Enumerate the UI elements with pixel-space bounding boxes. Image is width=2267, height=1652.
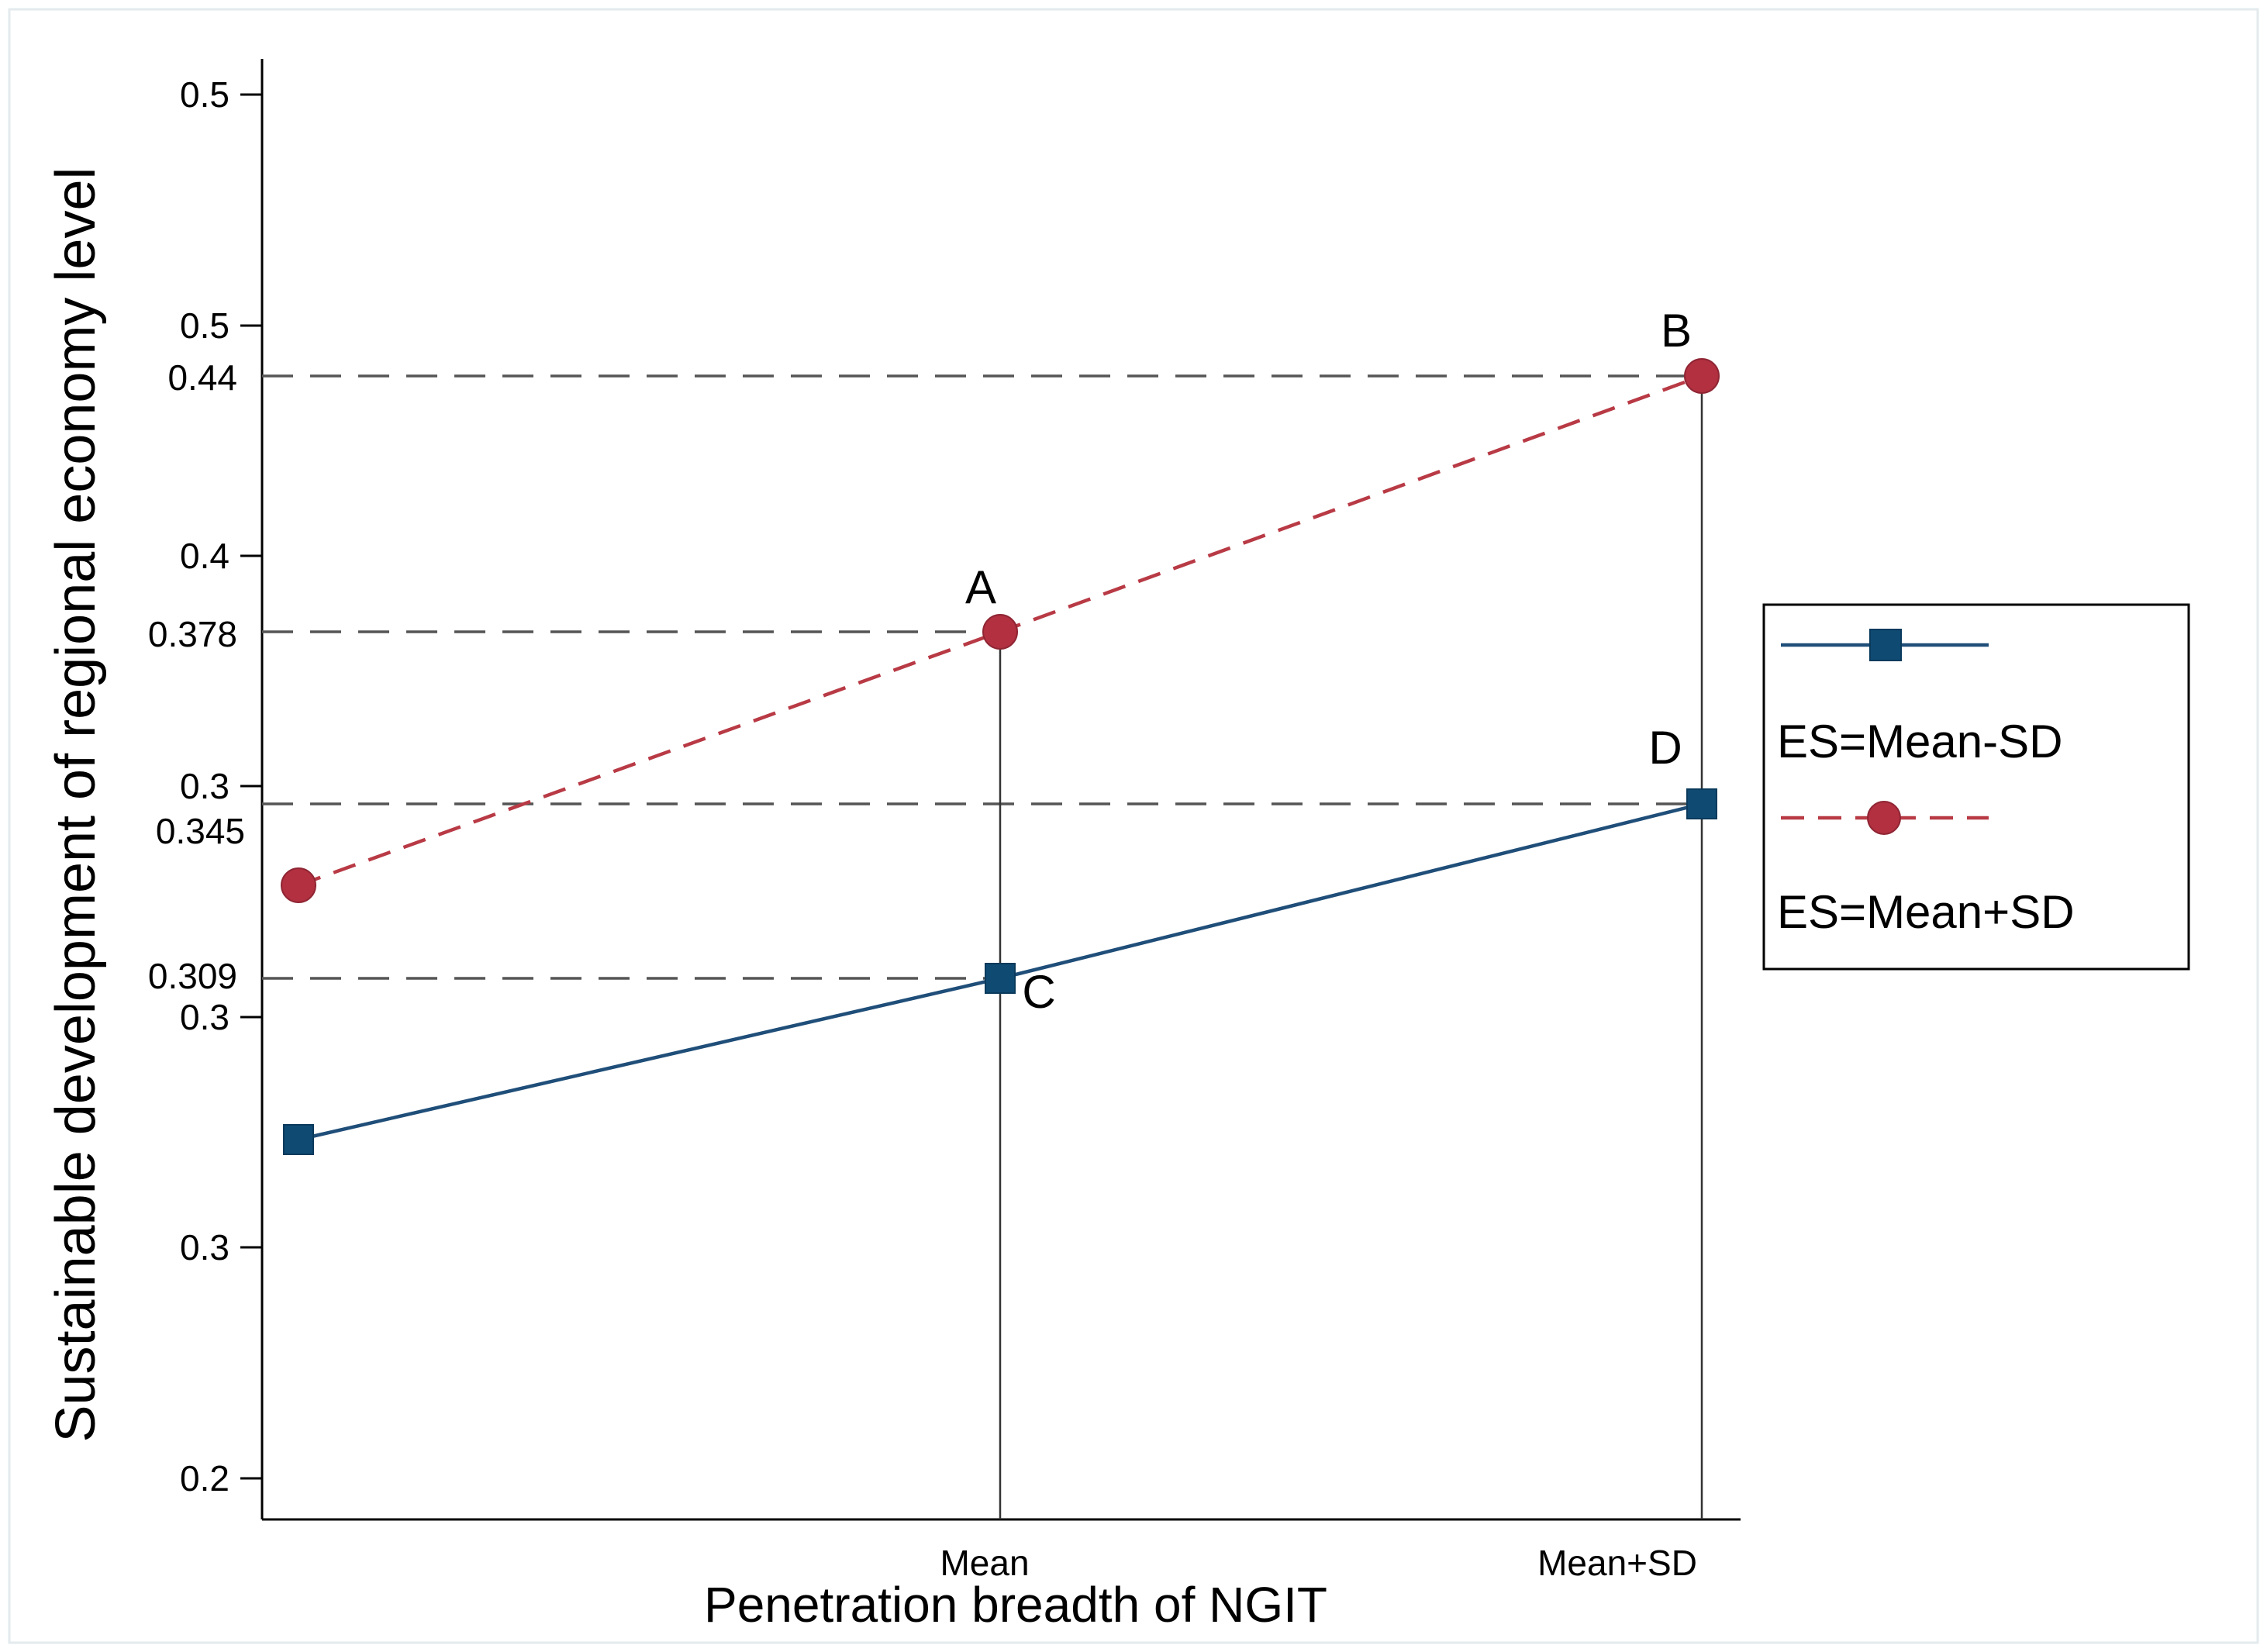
y-ticks	[240, 93, 262, 1480]
annotation-c: C	[1022, 966, 1055, 1018]
ref-label-0345: 0.345	[156, 811, 245, 851]
y-tick-label: 0.3	[180, 1227, 229, 1267]
legend-box	[1762, 603, 2190, 971]
y-axis-label: Sustainable development of regional econ…	[45, 167, 107, 1442]
data-point-es-mean-minus-sd	[283, 1124, 314, 1155]
y-tick-label: 0.3	[180, 766, 229, 806]
outer-border	[8, 8, 2259, 1644]
data-point-es-mean-minus-sd	[985, 963, 1016, 994]
annotation-b: B	[1661, 305, 1692, 357]
legend-label-es-mean-minus-sd: ES=Mean-SD	[1777, 716, 2063, 767]
ref-label-0309: 0.309	[148, 956, 237, 996]
y-tick-label: 0.4	[180, 536, 229, 576]
y-tick-label: 0.5	[180, 305, 229, 346]
y-tick-label: 0.2	[180, 1458, 229, 1499]
data-point-es-mean-plus-sd	[1684, 358, 1720, 394]
data-point-es-mean-plus-sd	[281, 867, 316, 903]
data-point-es-mean-plus-sd	[982, 614, 1018, 650]
x-tick-label-mean: Mean	[940, 1543, 1029, 1583]
legend: ES=Mean-SD ES=Mean+SD	[1762, 603, 2190, 971]
y-tick-label: 0.3	[180, 997, 229, 1037]
data-point-es-mean-minus-sd	[1686, 788, 1717, 819]
ref-label-044: 0.44	[167, 357, 237, 398]
legend-marker-square	[1869, 629, 1902, 661]
x-axis-label: Penetration breadth of NGIT	[704, 1577, 1327, 1633]
annotation-d: D	[1648, 722, 1682, 774]
ref-label-0378: 0.378	[148, 614, 237, 654]
x-tick-label-mean-sd: Mean+SD	[1537, 1543, 1697, 1583]
legend-label-es-mean-plus-sd: ES=Mean+SD	[1777, 886, 2075, 938]
annotation-a: A	[965, 561, 996, 613]
legend-marker-circle	[1867, 801, 1901, 835]
y-tick-label: 0.5	[180, 74, 229, 115]
